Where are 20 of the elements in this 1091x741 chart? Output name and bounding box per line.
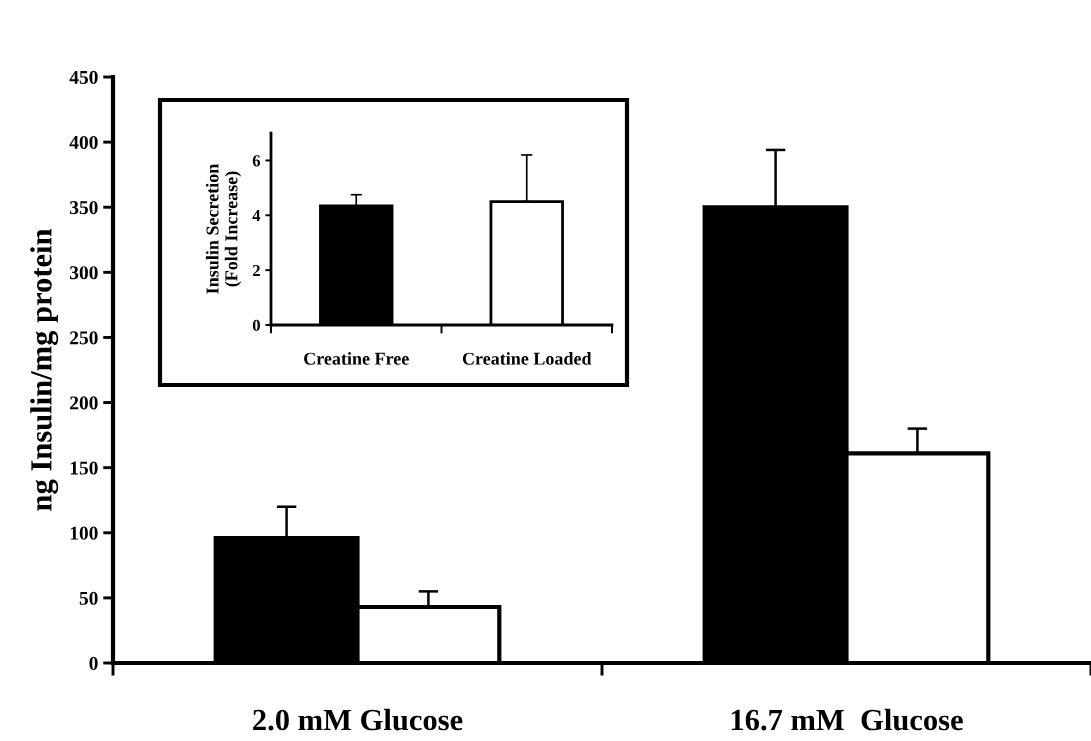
x-tick-label: 2.0 mM Glucose (253, 708, 463, 731)
x-tick-label: Creatine Loaded (462, 352, 592, 365)
y-tick-label: 100 (70, 526, 98, 540)
y-axis-title: Insulin Secretion (Fold Increase) (205, 163, 242, 294)
y-tick-label: 150 (70, 461, 98, 475)
y-axis-title: ng Insulin/mg protein (30, 228, 59, 511)
y-tick-label: 50 (79, 591, 98, 605)
x-tick-label: Creatine Free (304, 352, 409, 365)
y-tick-label: 0 (89, 656, 98, 670)
y-tick-label: 6 (252, 155, 261, 167)
y-tick-label: 2 (252, 264, 260, 276)
y-tick-label: 400 (69, 135, 98, 150)
y-tick-label: 250 (70, 331, 98, 345)
y-tick-label: 350 (69, 201, 98, 215)
y-tick-label: 300 (69, 266, 98, 280)
y-tick-label: 450 (69, 70, 98, 84)
x-tick-label: 16.7 mM Glucose (731, 708, 963, 731)
y-tick-label: 4 (252, 210, 261, 222)
y-tick-label: 200 (70, 396, 98, 410)
y-tick-label: 0 (252, 319, 260, 331)
